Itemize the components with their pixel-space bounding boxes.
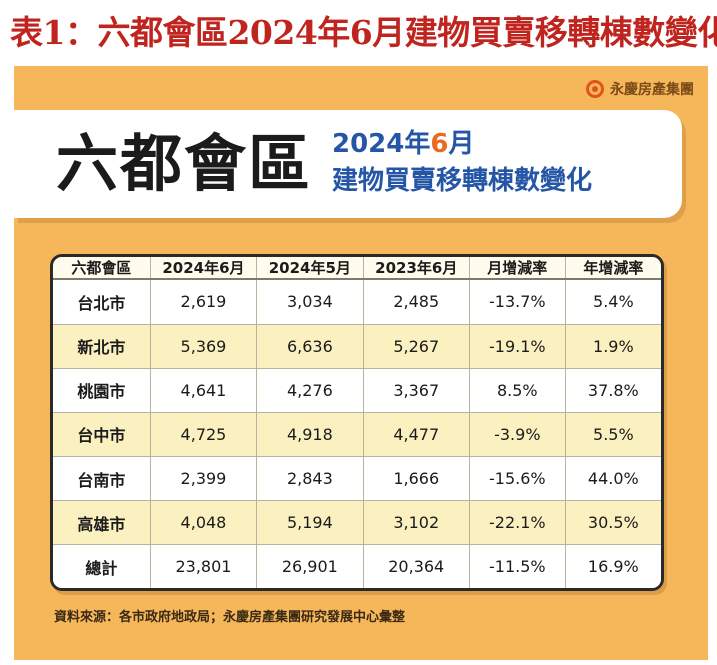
value-cell: 23,801: [150, 544, 258, 588]
total-label-cell: 總計: [53, 544, 151, 588]
table-row: 台南市 2,399 2,843 1,666 -15.6% 44.0%: [53, 456, 661, 502]
value-cell: 2,843: [256, 456, 364, 502]
value-cell: 4,725: [150, 412, 258, 457]
column-header: 年增減率: [565, 257, 661, 280]
value-cell: 3,102: [363, 500, 470, 546]
value-cell: 5,267: [363, 324, 470, 369]
city-cell: 桃園市: [53, 368, 151, 413]
rate-cell: 44.0%: [565, 456, 661, 502]
data-table: 六都會區 2024年6月 2024年5月 2023年6月 月增減率 年增減率 台…: [53, 257, 661, 588]
infographic-card: 永慶房產集團 六都會區 2024年6月 建物買賣移轉棟數變化 六都會區 2024…: [14, 66, 708, 660]
rate-cell: 5.4%: [565, 279, 661, 325]
value-cell: 4,276: [256, 368, 364, 413]
value-cell: 3,367: [363, 368, 470, 413]
brand-name: 永慶房產集團: [610, 82, 694, 98]
value-cell: 2,399: [150, 456, 258, 502]
banner-subtitle-block: 2024年6月 建物買賣移轉棟數變化: [332, 126, 672, 200]
rate-cell: 5.5%: [565, 412, 661, 457]
table-row: 桃園市 4,641 4,276 3,367 8.5% 37.8%: [53, 368, 661, 413]
rate-cell: -13.7%: [469, 279, 566, 325]
value-cell: 4,641: [150, 368, 258, 413]
value-cell: 3,034: [256, 279, 364, 325]
value-cell: 5,194: [256, 500, 364, 546]
rate-cell: -3.9%: [469, 412, 566, 457]
value-cell: 4,477: [363, 412, 470, 457]
value-cell: 2,619: [150, 279, 258, 325]
column-header: 月增減率: [469, 257, 566, 280]
rate-cell: -15.6%: [469, 456, 566, 502]
city-cell: 台北市: [53, 279, 151, 325]
value-cell: 1,666: [363, 456, 470, 502]
city-cell: 新北市: [53, 324, 151, 369]
banner-date-year: 2024年: [332, 129, 431, 159]
column-header: 六都會區: [53, 257, 151, 280]
column-header: 2023年6月: [363, 257, 470, 280]
city-cell: 台南市: [53, 456, 151, 502]
title-banner: 六都會區 2024年6月 建物買賣移轉棟數變化: [14, 110, 682, 218]
banner-subtitle: 建物買賣移轉棟數變化: [332, 166, 593, 196]
rate-cell: -11.5%: [469, 544, 566, 588]
brand-logo: 永慶房產集團: [586, 76, 694, 102]
value-cell: 2,485: [363, 279, 470, 325]
city-cell: 高雄市: [53, 500, 151, 546]
rate-cell: 8.5%: [469, 368, 566, 413]
banner-date-suffix: 月: [448, 129, 475, 159]
value-cell: 5,369: [150, 324, 258, 369]
value-cell: 4,048: [150, 500, 258, 546]
figure-caption: 表1：六都會區2024年6月建物買賣移轉棟數變化: [10, 13, 717, 52]
banner-title: 六都會區: [56, 127, 313, 200]
rate-cell: 37.8%: [565, 368, 661, 413]
banner-date-month: 6: [430, 129, 449, 159]
data-source-note: 資料來源：各市政府地政局；永慶房產集團研究發展中心彙整: [54, 610, 406, 625]
table-header-row: 六都會區 2024年6月 2024年5月 2023年6月 月增減率 年增減率: [53, 257, 661, 280]
value-cell: 20,364: [363, 544, 470, 588]
column-header: 2024年6月: [150, 257, 258, 280]
rate-cell: 16.9%: [565, 544, 661, 588]
value-cell: 4,918: [256, 412, 364, 457]
rate-cell: -19.1%: [469, 324, 566, 369]
table-row: 新北市 5,369 6,636 5,267 -19.1% 1.9%: [53, 324, 661, 369]
table-row: 高雄市 4,048 5,194 3,102 -22.1% 30.5%: [53, 500, 661, 546]
table-row: 台北市 2,619 3,034 2,485 -13.7% 5.4%: [53, 279, 661, 325]
city-cell: 台中市: [53, 412, 151, 457]
value-cell: 6,636: [256, 324, 364, 369]
banner-date: 2024年6月: [332, 126, 672, 162]
table-row: 台中市 4,725 4,918 4,477 -3.9% 5.5%: [53, 412, 661, 457]
transfer-table: 六都會區 2024年6月 2024年5月 2023年6月 月增減率 年增減率 台…: [50, 254, 664, 591]
rate-cell: -22.1%: [469, 500, 566, 546]
column-header: 2024年5月: [256, 257, 364, 280]
rate-cell: 1.9%: [565, 324, 661, 369]
rate-cell: 30.5%: [565, 500, 661, 546]
value-cell: 26,901: [256, 544, 364, 588]
table-total-row: 總計 23,801 26,901 20,364 -11.5% 16.9%: [53, 544, 661, 588]
yungching-logo-icon: [586, 80, 604, 98]
